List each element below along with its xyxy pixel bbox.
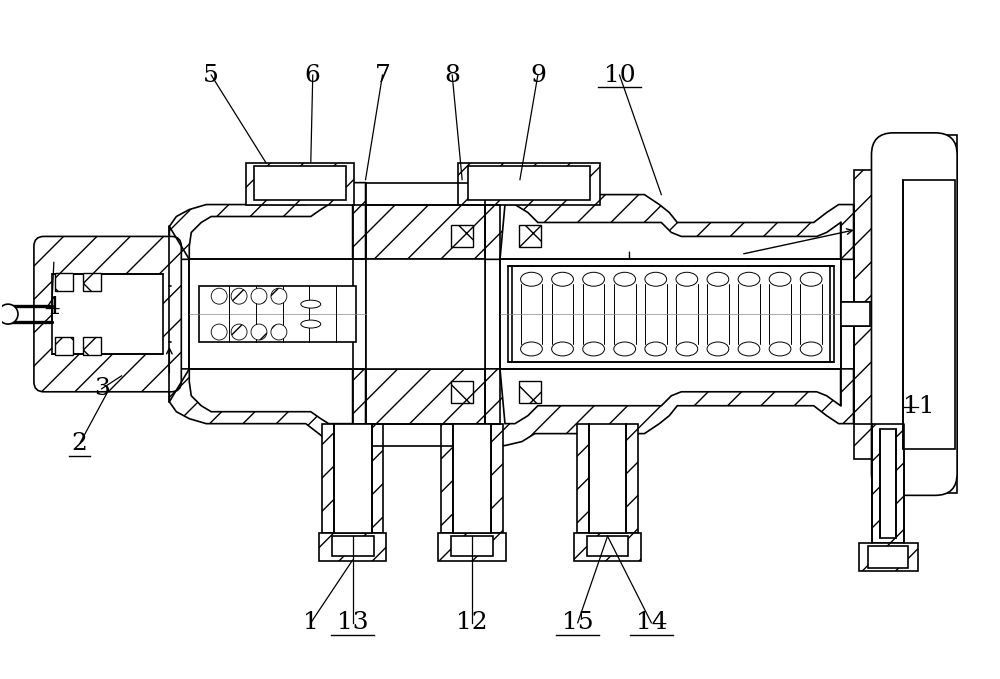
- Bar: [903, 180, 955, 449]
- Text: 5: 5: [203, 64, 219, 87]
- Text: 3: 3: [94, 378, 110, 401]
- Bar: [859, 543, 918, 571]
- Bar: [626, 424, 638, 533]
- Bar: [519, 225, 541, 247]
- Ellipse shape: [552, 342, 573, 356]
- Bar: [319, 533, 386, 561]
- Bar: [841, 302, 870, 326]
- Ellipse shape: [769, 272, 791, 287]
- Ellipse shape: [738, 272, 760, 287]
- Bar: [587, 536, 628, 556]
- Bar: [519, 381, 541, 403]
- Circle shape: [251, 324, 267, 340]
- Ellipse shape: [800, 342, 822, 356]
- Ellipse shape: [707, 272, 729, 287]
- Bar: [577, 424, 589, 533]
- Polygon shape: [893, 135, 957, 494]
- Circle shape: [271, 324, 287, 340]
- Bar: [366, 259, 485, 369]
- Polygon shape: [485, 369, 854, 445]
- Ellipse shape: [301, 320, 321, 328]
- Ellipse shape: [676, 342, 698, 356]
- Bar: [189, 259, 366, 369]
- FancyBboxPatch shape: [34, 236, 181, 392]
- FancyBboxPatch shape: [871, 133, 957, 496]
- Bar: [55, 337, 73, 355]
- Circle shape: [0, 304, 18, 324]
- Circle shape: [271, 288, 287, 304]
- Bar: [438, 533, 506, 561]
- Bar: [372, 424, 383, 533]
- Bar: [83, 273, 101, 291]
- Polygon shape: [366, 204, 485, 259]
- Polygon shape: [169, 369, 366, 445]
- Bar: [451, 536, 493, 556]
- Bar: [334, 424, 372, 533]
- Ellipse shape: [583, 272, 604, 287]
- Text: 4: 4: [44, 295, 60, 318]
- Bar: [322, 424, 334, 533]
- Ellipse shape: [521, 272, 542, 287]
- Polygon shape: [366, 369, 485, 424]
- Bar: [83, 337, 101, 355]
- Bar: [500, 259, 841, 369]
- Ellipse shape: [676, 272, 698, 287]
- Text: 8: 8: [444, 64, 460, 87]
- Ellipse shape: [645, 342, 667, 356]
- Ellipse shape: [583, 342, 604, 356]
- Bar: [332, 536, 374, 556]
- Bar: [453, 424, 491, 533]
- Bar: [254, 166, 346, 200]
- Polygon shape: [458, 163, 600, 204]
- Text: 13: 13: [337, 611, 368, 634]
- Ellipse shape: [552, 272, 573, 287]
- Bar: [451, 381, 473, 403]
- Bar: [491, 424, 503, 533]
- Bar: [52, 274, 163, 354]
- Bar: [451, 225, 473, 247]
- Text: 11: 11: [903, 395, 934, 418]
- Bar: [880, 428, 896, 538]
- Text: 1: 1: [303, 611, 319, 634]
- Ellipse shape: [707, 342, 729, 356]
- Polygon shape: [169, 183, 366, 259]
- Ellipse shape: [614, 272, 636, 287]
- Circle shape: [231, 288, 247, 304]
- Text: 9: 9: [530, 64, 546, 87]
- Bar: [468, 166, 590, 200]
- Text: 10: 10: [604, 64, 635, 87]
- Text: 6: 6: [305, 64, 321, 87]
- Text: 2: 2: [72, 432, 88, 455]
- Ellipse shape: [301, 300, 321, 308]
- Circle shape: [251, 288, 267, 304]
- Bar: [872, 424, 904, 543]
- Ellipse shape: [769, 342, 791, 356]
- Ellipse shape: [614, 342, 636, 356]
- Ellipse shape: [800, 272, 822, 287]
- Bar: [589, 424, 626, 533]
- Bar: [55, 273, 73, 291]
- Text: 15: 15: [562, 611, 593, 634]
- Bar: [574, 533, 641, 561]
- Bar: [868, 546, 908, 568]
- Bar: [508, 266, 834, 362]
- Ellipse shape: [645, 272, 667, 287]
- Circle shape: [211, 324, 227, 340]
- Circle shape: [211, 288, 227, 304]
- Polygon shape: [485, 183, 854, 259]
- Text: 12: 12: [456, 611, 488, 634]
- Text: 7: 7: [375, 64, 390, 87]
- Polygon shape: [854, 155, 935, 473]
- Ellipse shape: [521, 342, 542, 356]
- Polygon shape: [246, 163, 354, 204]
- Circle shape: [231, 324, 247, 340]
- Bar: [199, 287, 356, 342]
- Bar: [441, 424, 453, 533]
- Ellipse shape: [738, 342, 760, 356]
- Text: 14: 14: [636, 611, 667, 634]
